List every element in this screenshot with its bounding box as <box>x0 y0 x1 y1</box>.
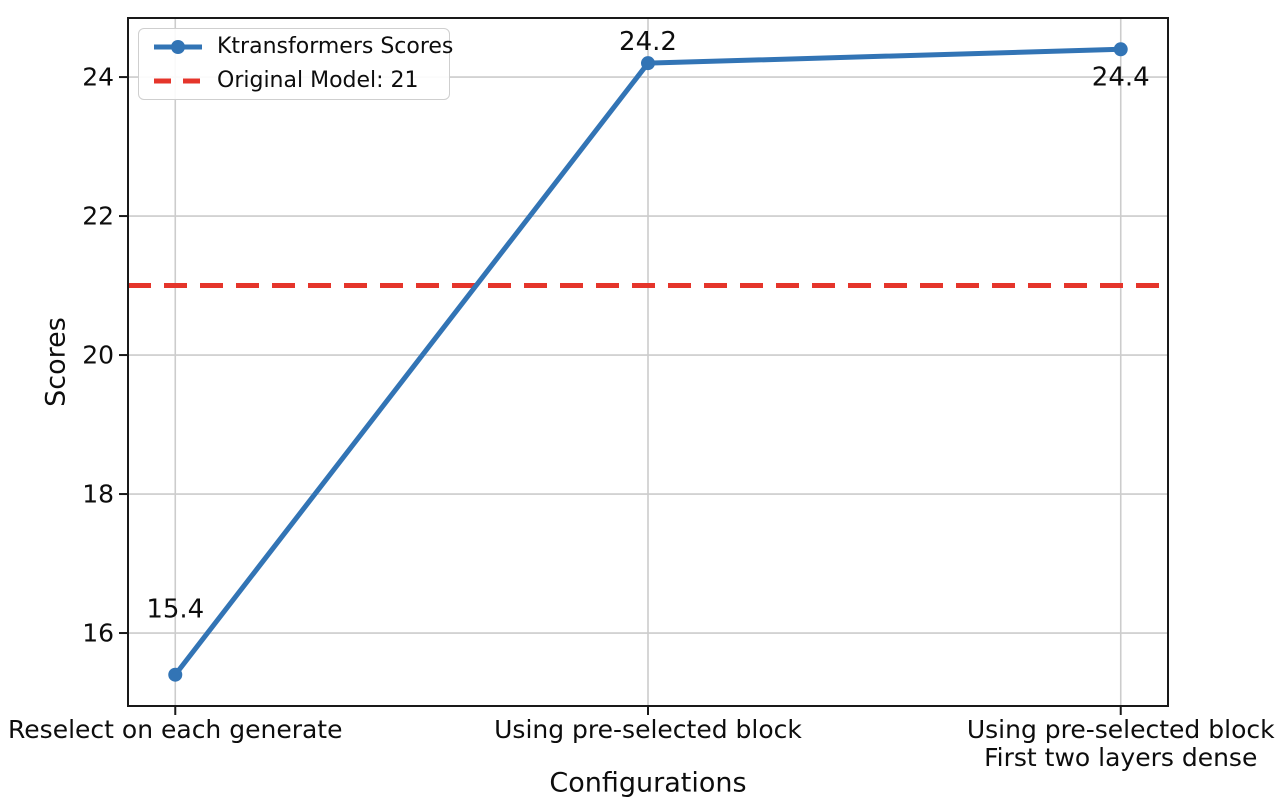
x-axis-label: Configurations <box>549 767 747 799</box>
legend-label-series: Ktransformers Scores <box>217 34 454 59</box>
svg-text:24.4: 24.4 <box>1092 62 1150 92</box>
legend-label-reference: Original Model: 21 <box>217 68 419 93</box>
legend-item-ktransformers-scores: Ktransformers Scores <box>139 35 453 59</box>
legend-dashed-line-icon <box>154 78 202 84</box>
svg-text:16: 16 <box>82 619 114 648</box>
svg-text:Reselect on each generate: Reselect on each generate <box>8 715 342 744</box>
y-axis-label: Scores <box>40 317 72 407</box>
legend: Ktransformers Scores Original Model: 21 <box>138 28 453 100</box>
svg-text:18: 18 <box>82 480 114 509</box>
legend-line-marker-icon <box>154 40 202 54</box>
svg-text:15.4: 15.4 <box>146 595 204 625</box>
svg-text:Using pre-selected block: Using pre-selected block <box>494 715 802 744</box>
svg-text:20: 20 <box>82 341 114 370</box>
svg-text:24: 24 <box>82 63 114 92</box>
svg-text:22: 22 <box>82 202 114 231</box>
legend-item-original-model: Original Model: 21 <box>139 69 449 93</box>
svg-text:24.2: 24.2 <box>619 27 677 57</box>
